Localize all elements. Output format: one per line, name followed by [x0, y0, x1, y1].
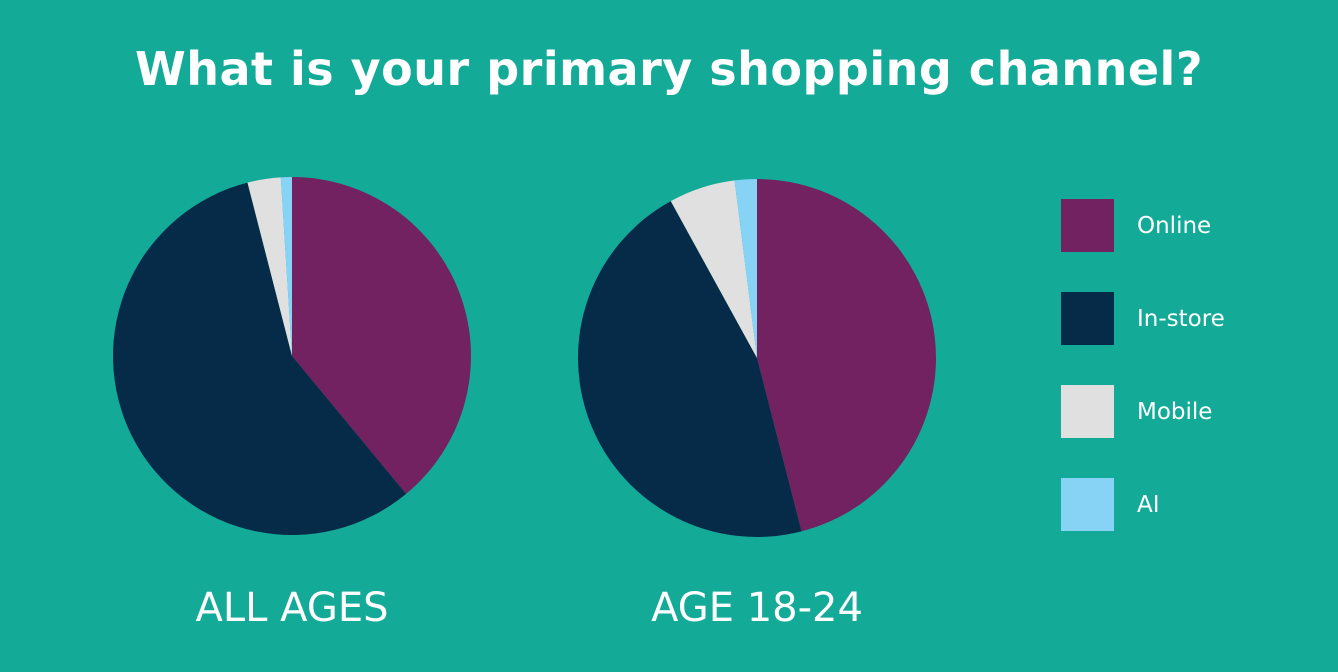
chart-title: What is your primary shopping channel? [134, 42, 1203, 96]
pie-slice-age-18-24-in-store [577, 201, 802, 538]
pie-slice-all-ages-ai [280, 177, 292, 356]
legend-swatch-mobile [1061, 385, 1114, 438]
legend-label-mobile: Mobile [1137, 398, 1213, 425]
pie-label-age-18-24: AGE 18-24 [651, 585, 863, 631]
legend-label-ai: AI [1137, 491, 1160, 518]
pie-slice-all-ages-online [292, 177, 471, 494]
legend-item-ai: AI [1061, 478, 1225, 531]
pie-label-all-ages: ALL AGES [195, 585, 389, 631]
legend-swatch-online [1061, 199, 1114, 252]
legend-label-in-store: In-store [1137, 305, 1225, 332]
pie-slice-all-ages-in-store [112, 182, 407, 536]
legend-label-online: Online [1137, 212, 1212, 239]
pie-slice-age-18-24-online [757, 179, 936, 532]
legend: Online In-store Mobile AI [1061, 199, 1225, 571]
pie-slice-age-18-24-mobile [670, 180, 757, 358]
legend-item-in-store: In-store [1061, 292, 1225, 345]
pie-slice-all-ages-mobile [247, 177, 292, 356]
legend-swatch-in-store [1061, 292, 1114, 345]
legend-swatch-ai [1061, 478, 1114, 531]
pie-slice-age-18-24-ai [734, 179, 757, 358]
legend-item-mobile: Mobile [1061, 385, 1225, 438]
legend-item-online: Online [1061, 199, 1225, 252]
